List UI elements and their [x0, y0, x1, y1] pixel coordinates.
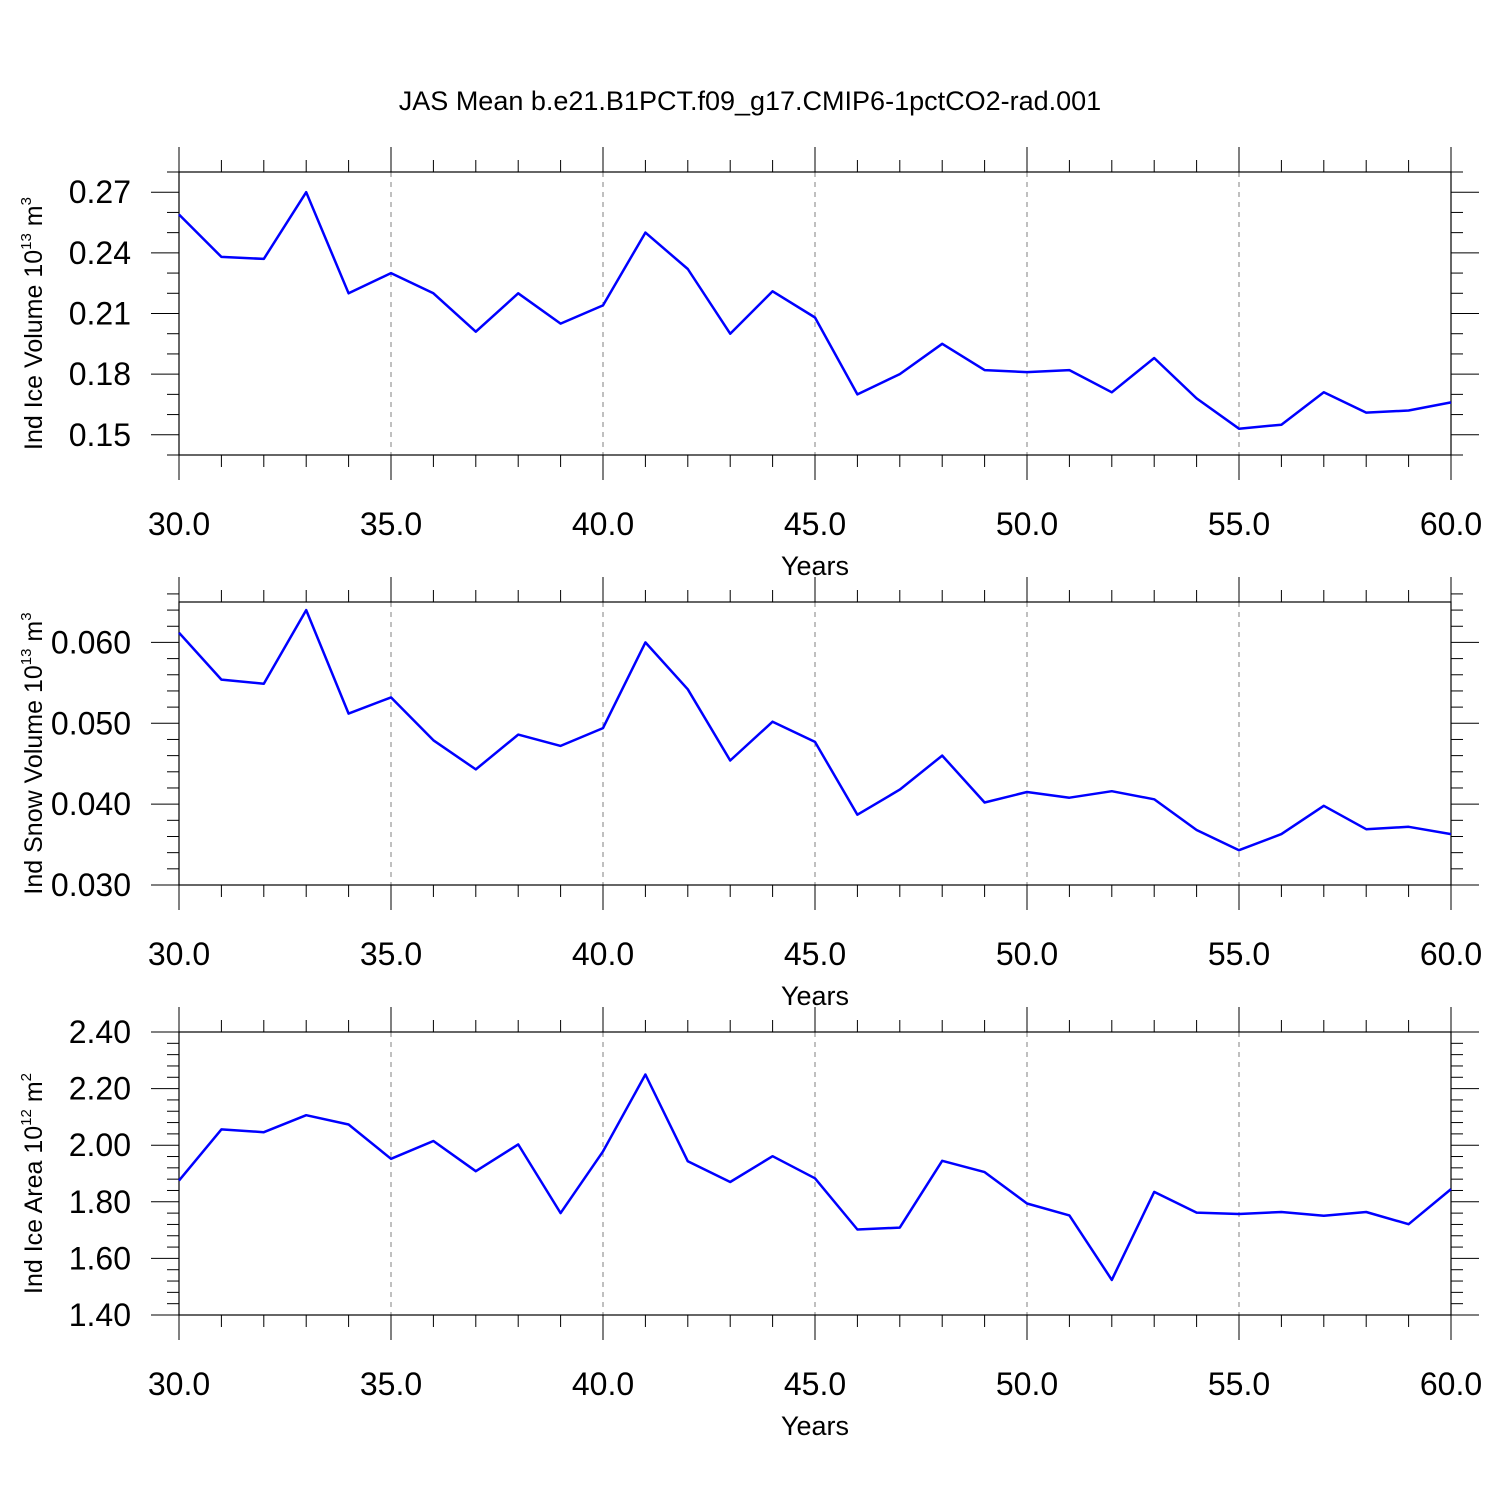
x-tick-label: 45.0 — [784, 1366, 846, 1402]
y-label-text: Ind Ice Area 10 — [20, 1126, 48, 1294]
y-label-unit-exponent: 2 — [18, 1073, 35, 1081]
y-label-unit: m — [20, 205, 48, 233]
panel-1: 0.15 0.18 0.21 0.24 0.27 30.0 35.0 40.0 45.0 50.0… — [18, 147, 1482, 581]
x-axis-label: Years — [781, 981, 849, 1011]
x-tick-label: 40.0 — [572, 1366, 634, 1402]
y-tick-label: 0.21 — [69, 296, 131, 332]
panel-3: 1.40 1.60 1.80 2.00 2.20 2.40 30.0 35.0 40.0 45.0… — [18, 1007, 1482, 1441]
y-label-unit-exponent: 3 — [18, 197, 35, 205]
x-tick-label: 50.0 — [996, 506, 1058, 542]
series-line — [178, 190, 1452, 430]
series-line — [178, 1073, 1452, 1282]
x-tick-label: 60.0 — [1420, 506, 1482, 542]
y-tick-label: 0.15 — [69, 417, 131, 453]
y-tick-label: 0.24 — [69, 235, 131, 271]
x-tick-label: 40.0 — [572, 936, 634, 972]
x-tick-label: 40.0 — [572, 506, 634, 542]
x-axis-label: Years — [781, 1411, 849, 1441]
x-axis-label: Years — [781, 551, 849, 581]
y-label-exponent: 12 — [18, 1109, 35, 1126]
x-tick-label: 60.0 — [1420, 936, 1482, 972]
y-label-exponent: 13 — [18, 649, 35, 666]
y-label-unit-exponent: 3 — [18, 612, 35, 620]
y-axis-label: Ind Ice Area 1012 m2 — [18, 1073, 48, 1294]
x-tick-label: 35.0 — [360, 506, 422, 542]
x-tick-label: 60.0 — [1420, 1366, 1482, 1402]
x-tick-label: 35.0 — [360, 936, 422, 972]
y-axis-label: Ind Snow Volume 1013 m3 — [18, 612, 48, 894]
x-tick-label: 50.0 — [996, 936, 1058, 972]
x-tick-label: 30.0 — [148, 936, 210, 972]
y-label-unit: m — [20, 1081, 48, 1109]
y-tick-label: 2.20 — [69, 1071, 131, 1107]
y-tick-label: 1.40 — [69, 1297, 131, 1333]
y-tick-label: 0.060 — [51, 624, 131, 660]
x-tick-label: 45.0 — [784, 506, 846, 542]
y-label-exponent: 13 — [18, 233, 35, 250]
x-tick-label: 55.0 — [1208, 1366, 1270, 1402]
x-tick-label: 55.0 — [1208, 506, 1270, 542]
y-label-unit: m — [20, 621, 48, 649]
y-tick-label: 0.050 — [51, 705, 131, 741]
x-tick-label: 55.0 — [1208, 936, 1270, 972]
y-tick-label: 2.40 — [69, 1014, 131, 1050]
y-tick-label: 0.18 — [69, 356, 131, 392]
x-tick-label: 30.0 — [148, 506, 210, 542]
chart-title: JAS Mean b.e21.B1PCT.f09_g17.CMIP6-1pctC… — [399, 86, 1101, 116]
y-tick-label: 1.60 — [69, 1240, 131, 1276]
panel-2: 0.030 0.040 0.050 0.060 30.0 35.0 40.0 45.0 50.0… — [18, 577, 1482, 1011]
y-tick-label: 1.80 — [69, 1184, 131, 1220]
y-tick-label: 0.27 — [69, 174, 131, 210]
y-tick-label: 0.030 — [51, 867, 131, 903]
series-line — [178, 608, 1452, 852]
y-label-text: Ind Snow Volume 10 — [20, 665, 48, 894]
x-tick-label: 35.0 — [360, 1366, 422, 1402]
y-tick-label: 0.040 — [51, 786, 131, 822]
y-axis-label: Ind Ice Volume 1013 m3 — [18, 197, 48, 450]
x-tick-label: 30.0 — [148, 1366, 210, 1402]
x-tick-label: 45.0 — [784, 936, 846, 972]
x-tick-label: 50.0 — [996, 1366, 1058, 1402]
y-label-text: Ind Ice Volume 10 — [20, 250, 48, 450]
y-tick-label: 2.00 — [69, 1127, 131, 1163]
